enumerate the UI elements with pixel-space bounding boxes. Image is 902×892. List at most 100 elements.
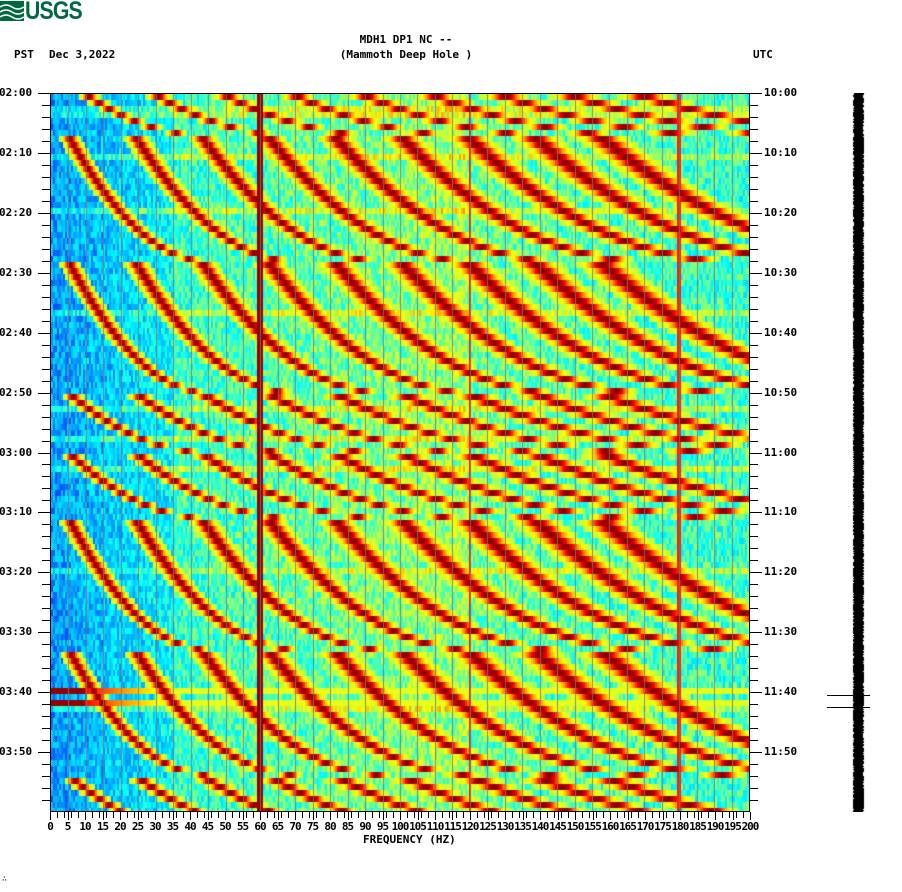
y-tick-left — [42, 704, 50, 705]
x-tick — [575, 812, 576, 820]
x-tick — [589, 812, 590, 818]
x-tick — [498, 812, 499, 818]
x-tick — [603, 812, 604, 818]
y-tick-right — [750, 656, 758, 657]
x-tick — [127, 812, 128, 818]
y-label-left: 03:10 — [0, 505, 33, 518]
y-tick-left — [42, 584, 50, 585]
x-tick — [358, 812, 359, 818]
x-tick — [733, 812, 734, 820]
y-tick-right — [750, 524, 758, 525]
y-label-right: 10:30 — [764, 266, 798, 279]
x-tick — [456, 812, 457, 818]
x-tick — [183, 812, 184, 818]
y-tick-right — [750, 800, 758, 801]
x-tick — [687, 812, 688, 818]
x-label: 45 — [201, 820, 214, 833]
x-label: 100 — [391, 820, 410, 833]
y-tick-left — [38, 752, 50, 753]
x-label: 50 — [219, 820, 231, 833]
y-tick-left — [42, 405, 50, 406]
x-tick — [561, 812, 562, 818]
x-tick — [708, 812, 709, 818]
y-tick-right — [750, 285, 758, 286]
left-timezone: PST — [14, 48, 34, 61]
y-tick-left — [42, 668, 50, 669]
y-label-right: 11:20 — [764, 565, 798, 578]
y-tick-left — [38, 333, 50, 334]
y-tick-left — [42, 189, 50, 190]
y-tick-left — [42, 237, 50, 238]
y-label-right: 10:40 — [764, 326, 798, 339]
x-tick — [624, 812, 625, 818]
x-tick — [169, 812, 170, 818]
x-tick — [418, 812, 419, 820]
y-tick-right — [750, 500, 758, 501]
event-marker-line — [827, 707, 870, 708]
footer-mark: ∴ — [2, 874, 7, 883]
x-tick — [204, 812, 205, 818]
x-label: 15 — [96, 820, 109, 833]
x-tick — [645, 812, 646, 820]
y-tick-right — [750, 417, 758, 418]
x-tick — [330, 812, 331, 820]
y-tick-right — [750, 153, 762, 154]
x-tick — [208, 812, 209, 820]
x-tick — [435, 812, 436, 820]
y-tick-left — [42, 309, 50, 310]
x-label: 200 — [741, 820, 760, 833]
x-tick — [463, 812, 464, 818]
y-label-left: 02:10 — [0, 146, 33, 159]
y-tick-right — [750, 345, 758, 346]
y-tick-left — [42, 129, 50, 130]
x-label: 120 — [461, 820, 480, 833]
station-title: MDH1 DP1 NC -- — [359, 33, 453, 46]
y-tick-left — [42, 488, 50, 489]
spectrogram-plot — [50, 93, 750, 812]
y-tick-right — [750, 488, 758, 489]
x-label: 125 — [479, 820, 497, 833]
x-tick — [610, 812, 611, 820]
y-tick-right — [750, 189, 758, 190]
y-tick-left — [42, 560, 50, 561]
y-tick-left — [38, 572, 50, 573]
x-label: 0 — [47, 820, 54, 833]
y-tick-right — [750, 548, 758, 549]
event-marker-line — [827, 695, 870, 696]
y-label-left: 02:00 — [0, 86, 33, 99]
x-label: 5 — [64, 820, 72, 833]
y-tick-right — [750, 333, 762, 334]
y-tick-left — [42, 620, 50, 621]
y-tick-right — [750, 788, 758, 789]
x-tick — [372, 812, 373, 818]
x-label: 165 — [619, 820, 637, 833]
x-tick — [348, 812, 349, 820]
x-tick — [379, 812, 380, 818]
y-tick-right — [750, 632, 762, 633]
y-tick-left — [42, 141, 50, 142]
y-label-right: 10:00 — [764, 86, 798, 99]
y-tick-left — [42, 261, 50, 262]
x-tick — [663, 812, 664, 820]
x-tick — [155, 812, 156, 820]
x-tick — [414, 812, 415, 818]
y-tick-right — [750, 740, 758, 741]
y-tick-left — [42, 201, 50, 202]
y-tick-left — [42, 476, 50, 477]
x-tick — [638, 812, 639, 818]
y-tick-right — [750, 129, 758, 130]
y-tick-left — [42, 105, 50, 106]
x-label: 160 — [601, 820, 620, 833]
y-tick-left — [42, 417, 50, 418]
x-tick — [729, 812, 730, 818]
y-label-right: 11:00 — [764, 446, 798, 459]
usgs-wave-icon — [0, 1, 24, 21]
spectrogram-image — [51, 94, 749, 811]
y-label-right: 10:50 — [764, 386, 798, 399]
y-tick-right — [750, 117, 758, 118]
y-tick-left — [42, 536, 50, 537]
y-tick-right — [750, 728, 758, 729]
x-tick — [491, 812, 492, 818]
y-label-left: 03:50 — [0, 745, 33, 758]
x-tick — [141, 812, 142, 818]
